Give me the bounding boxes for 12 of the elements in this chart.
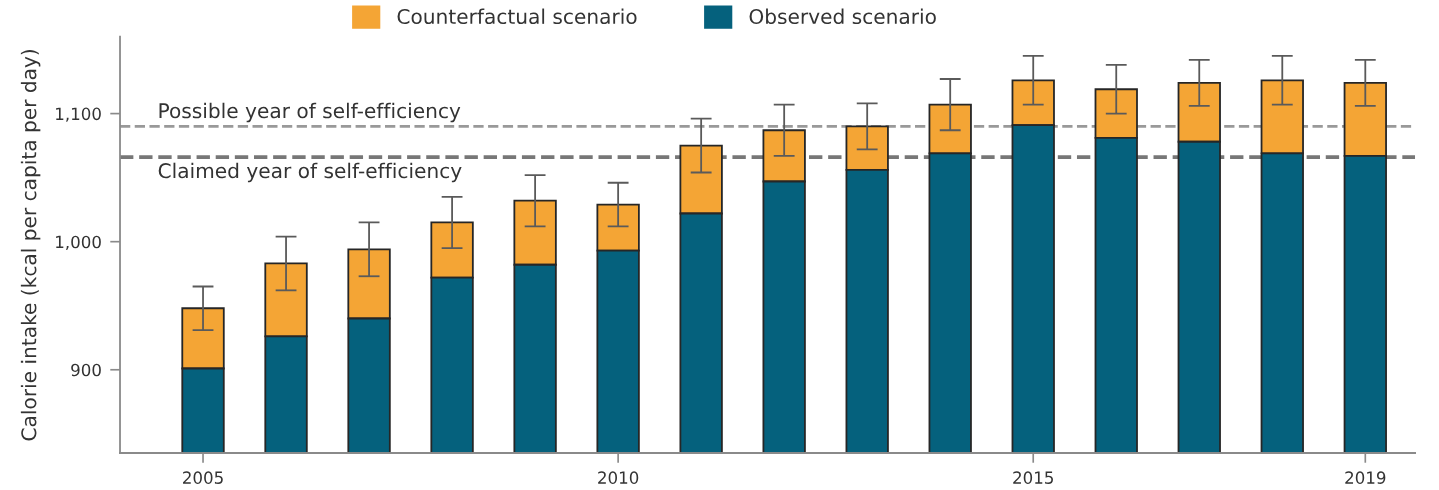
y-tick-label: 1,000 xyxy=(56,235,101,250)
y-tick-label: 900 xyxy=(71,363,101,377)
legend-label: Counterfactual scenario xyxy=(397,8,637,25)
ref-line-label: Possible year of self-efficiency xyxy=(159,102,461,123)
y-axis-title: Calorie intake (kcal per capita per day) xyxy=(20,49,41,441)
x-tick-label: 2005 xyxy=(183,471,223,484)
x-tick-label: 2015 xyxy=(1013,471,1053,484)
y-tick-label: 1,100 xyxy=(56,107,101,122)
x-tick-label: 2010 xyxy=(598,471,639,484)
legend-label: Observed scenario xyxy=(749,8,936,25)
x-tick-label: 2019 xyxy=(1345,471,1386,484)
ref-line-label: Claimed year of self-efficiency xyxy=(158,162,462,183)
